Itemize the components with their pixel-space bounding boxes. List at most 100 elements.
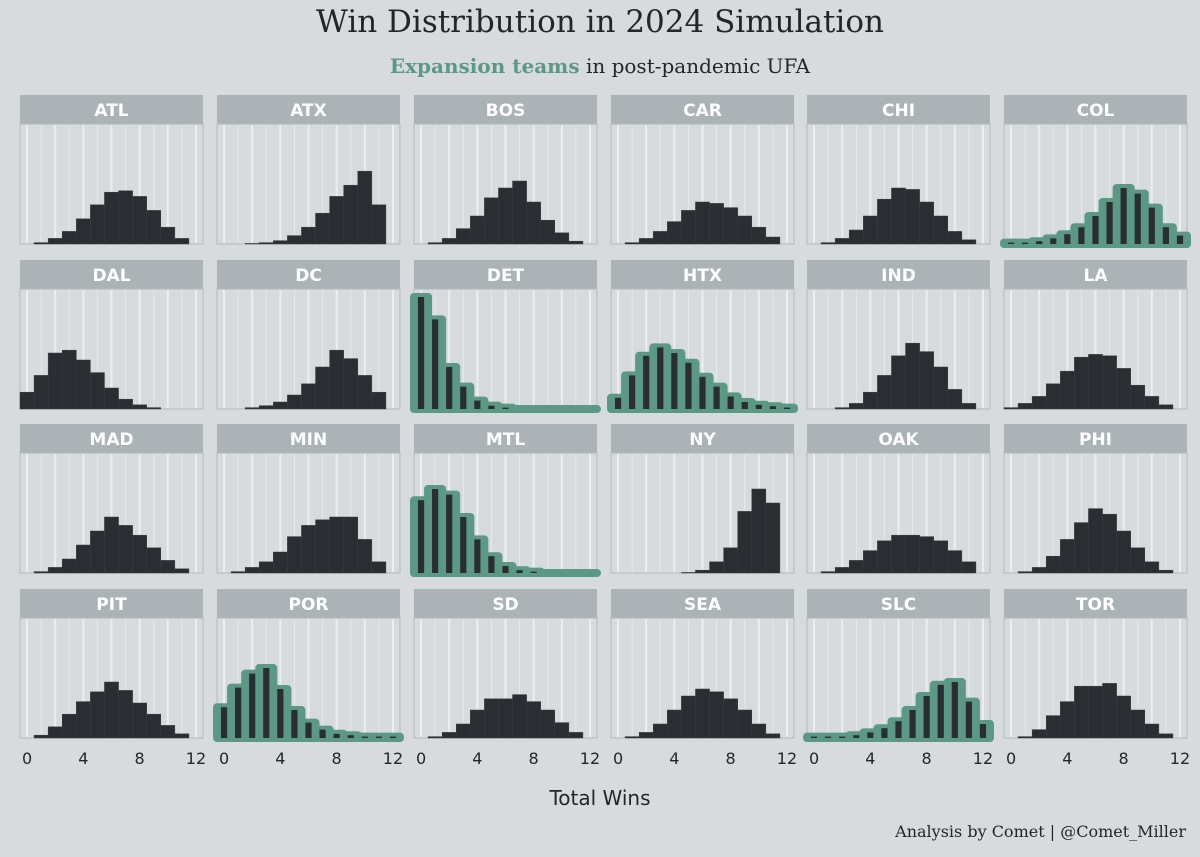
bar — [361, 736, 368, 738]
bar — [1102, 513, 1117, 574]
bar — [1022, 242, 1029, 244]
bar — [33, 571, 49, 574]
x-tick-label: 0 — [613, 749, 623, 768]
bar — [371, 204, 387, 245]
bar — [1162, 227, 1169, 244]
bar — [737, 511, 753, 574]
panel-strip — [217, 95, 400, 124]
bar — [61, 713, 77, 739]
panel-title: NY — [689, 430, 716, 450]
panel-phi: PHI — [1003, 424, 1188, 574]
bar — [146, 547, 162, 574]
panel-bos: BOS — [413, 95, 598, 245]
chart-subtitle: Expansion teams in post-pandemic UFA — [0, 54, 1200, 78]
bar — [263, 668, 270, 738]
panel-por: POR 0 4 8 12 — [213, 589, 404, 768]
bar — [979, 724, 987, 738]
bar — [709, 561, 724, 574]
bar — [765, 733, 781, 739]
x-tick-label: 4 — [472, 749, 482, 768]
bar — [1036, 241, 1043, 244]
bar — [230, 571, 246, 574]
bar — [834, 238, 850, 245]
bar — [699, 376, 706, 409]
bar — [723, 207, 738, 245]
bar — [287, 394, 302, 410]
panel-pit: PIT 0 4 8 12 — [19, 589, 206, 768]
bar — [863, 391, 878, 410]
bar — [174, 238, 190, 245]
bar — [343, 358, 359, 410]
bar — [1050, 238, 1057, 244]
bar — [751, 723, 767, 739]
bar — [1007, 242, 1015, 244]
panel-strip — [611, 589, 794, 618]
panel-strip — [217, 424, 400, 453]
bar — [1106, 202, 1113, 244]
bar — [488, 556, 495, 573]
panel-atl: ATL — [19, 95, 204, 245]
bar — [1088, 685, 1103, 739]
panel-det: DET — [410, 260, 601, 413]
bar — [427, 736, 443, 739]
bar — [132, 196, 147, 245]
bar — [371, 391, 387, 410]
panel-title: MIN — [290, 430, 327, 450]
bar — [741, 402, 748, 409]
panel-car: CAR — [610, 95, 795, 245]
bar — [273, 401, 288, 410]
panel-title: SLC — [881, 595, 917, 615]
bar — [502, 407, 509, 409]
panel-strip — [20, 424, 203, 453]
bar — [526, 701, 541, 739]
bar — [1120, 188, 1127, 244]
bar — [498, 187, 513, 245]
bar — [333, 733, 340, 738]
panel-title: SD — [492, 595, 518, 615]
bar — [614, 397, 622, 409]
bar — [947, 389, 963, 410]
panel-sd: SD 0 4 8 12 — [413, 589, 600, 768]
bar — [132, 534, 147, 574]
bar — [315, 366, 330, 410]
bar — [709, 691, 724, 739]
bar — [474, 539, 481, 573]
bar — [1074, 685, 1089, 739]
bar — [160, 226, 176, 245]
bar — [470, 709, 485, 739]
bar — [1148, 207, 1155, 244]
bar — [937, 684, 944, 738]
bar — [629, 375, 636, 409]
bar — [61, 558, 77, 574]
panel-mad: MAD — [19, 424, 204, 574]
bar — [783, 407, 791, 409]
panel-tor: TOR 0 4 8 12 — [1003, 589, 1190, 768]
bar — [1060, 701, 1075, 739]
panel-strip — [807, 95, 990, 124]
panel-ny: NY — [610, 424, 795, 574]
x-tick-label: 4 — [669, 749, 679, 768]
panel-ind: IND — [806, 260, 991, 410]
bar — [389, 736, 397, 738]
bar — [118, 190, 133, 245]
bar — [820, 571, 836, 574]
bar — [446, 494, 453, 573]
panel-strip — [611, 95, 794, 124]
bar — [848, 560, 864, 574]
bar — [638, 732, 654, 739]
bar — [146, 407, 162, 410]
bar — [737, 215, 753, 245]
bar — [1088, 508, 1103, 574]
bar — [90, 204, 105, 245]
x-tick-label: 8 — [922, 749, 932, 768]
bar — [751, 226, 767, 245]
panel-title: PIT — [96, 595, 127, 615]
bar — [891, 187, 906, 245]
bar — [357, 375, 373, 410]
bar — [891, 534, 906, 574]
bar — [1144, 723, 1160, 739]
bar — [1116, 368, 1131, 410]
bar — [33, 375, 49, 410]
x-tick-label: 8 — [135, 749, 145, 768]
